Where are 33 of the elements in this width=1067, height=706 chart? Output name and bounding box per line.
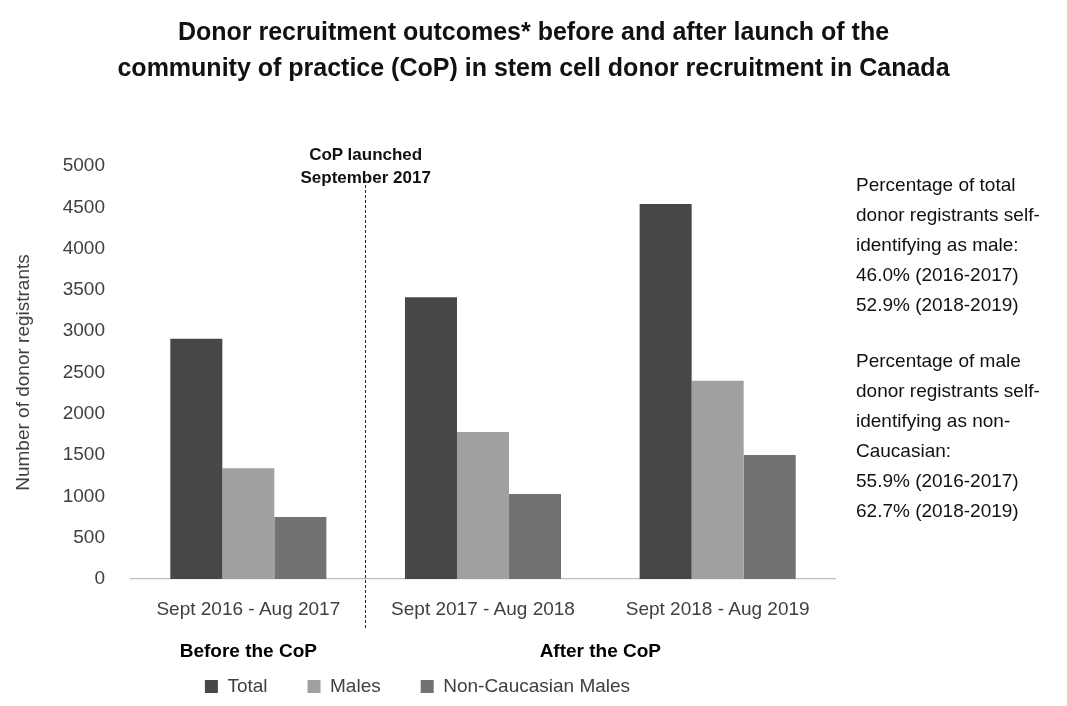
text: After the CoP xyxy=(539,640,662,662)
y-tick-label: 4500 xyxy=(62,195,105,217)
y-tick-label: 2500 xyxy=(62,360,105,382)
legend-label: Non-Caucasian Males xyxy=(443,674,631,696)
text: Percentage of total donor registrants self- identifying as male: 46.0% (2016-2017) 52.9% (2018-2019) xyxy=(856,173,1041,317)
bar xyxy=(456,431,510,579)
x-tick-label: Sept 2017 - Aug 2018 xyxy=(391,597,575,619)
y-tick-label: 2000 xyxy=(62,402,105,424)
bar xyxy=(509,493,562,579)
text: Before the CoP xyxy=(179,640,318,662)
annotation: CoP launched September 2017 xyxy=(300,144,431,187)
y-tick-label: 5000 xyxy=(62,154,105,176)
y-tick-label: 1000 xyxy=(62,484,105,506)
y-axis-title: Number of donor registrants xyxy=(11,254,33,491)
y-tick-label: 1500 xyxy=(62,443,105,465)
y-tick-label: 0 xyxy=(94,567,105,589)
bar xyxy=(274,517,327,579)
y-tick-label: 3500 xyxy=(62,278,105,300)
y-tick-label: 4000 xyxy=(62,236,105,258)
bar xyxy=(222,468,275,579)
bar xyxy=(404,297,457,579)
y-tick-label: 500 xyxy=(73,525,105,547)
bar xyxy=(639,204,692,579)
chart-title: Donor recruitment outcomes* before and after launch of the community of practice (CoP) in stem cell donor recruitment in Canada xyxy=(116,16,951,83)
text: Percentage of male donor registrants self- identifying as non- Caucasian: 55.9% (2016-2017) 62.7% (2018-2019) xyxy=(856,349,1041,523)
legend-label: Total xyxy=(227,674,268,696)
legend-label: Males xyxy=(330,674,381,696)
x-tick-label: Sept 2018 - Aug 2019 xyxy=(625,597,810,619)
bar xyxy=(170,338,223,579)
bar xyxy=(691,380,744,579)
y-tick-label: 3000 xyxy=(62,319,105,341)
x-tick-label: Sept 2016 - Aug 2017 xyxy=(156,597,341,619)
bar xyxy=(743,455,796,579)
